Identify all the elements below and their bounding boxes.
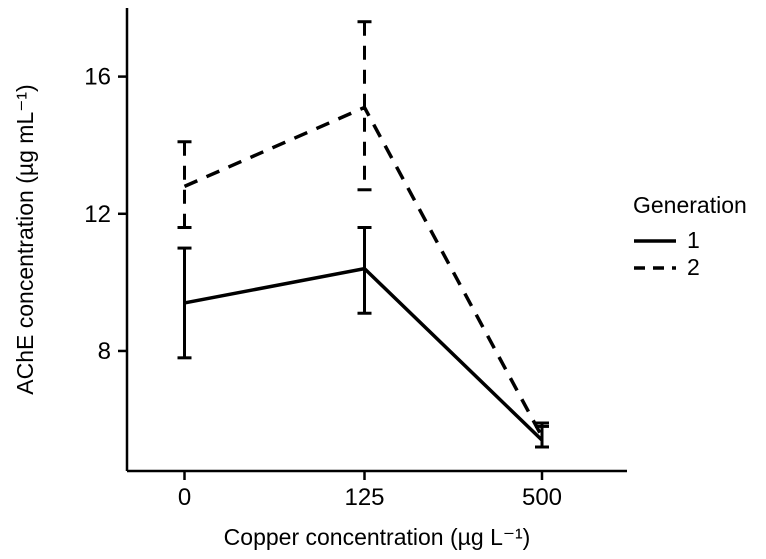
legend-title: Generation	[633, 192, 747, 218]
y-tick-label: 16	[84, 64, 111, 91]
series-line-gen-1	[184, 266, 544, 442]
x-tick-label: 500	[522, 484, 562, 511]
legend-key-solid-line-icon	[634, 238, 676, 243]
x-tick-label: 125	[344, 484, 384, 511]
x-tick-label: 0	[178, 484, 191, 511]
legend-item-gen-2: 2	[633, 254, 747, 281]
legend-label: 2	[687, 254, 700, 280]
legend-item-gen-1: 1	[633, 227, 747, 254]
series-line-gen-2	[183, 105, 544, 438]
legend-label: 1	[687, 227, 700, 253]
y-axis-title: AChE concentration (µg mL⁻¹)	[12, 84, 38, 395]
legend-key-dashed-line-icon	[634, 265, 676, 270]
x-axis-title: Copper concentration (µg L⁻¹)	[223, 524, 531, 550]
y-tick-label: 12	[84, 201, 111, 228]
y-tick-label: 8	[98, 338, 111, 365]
